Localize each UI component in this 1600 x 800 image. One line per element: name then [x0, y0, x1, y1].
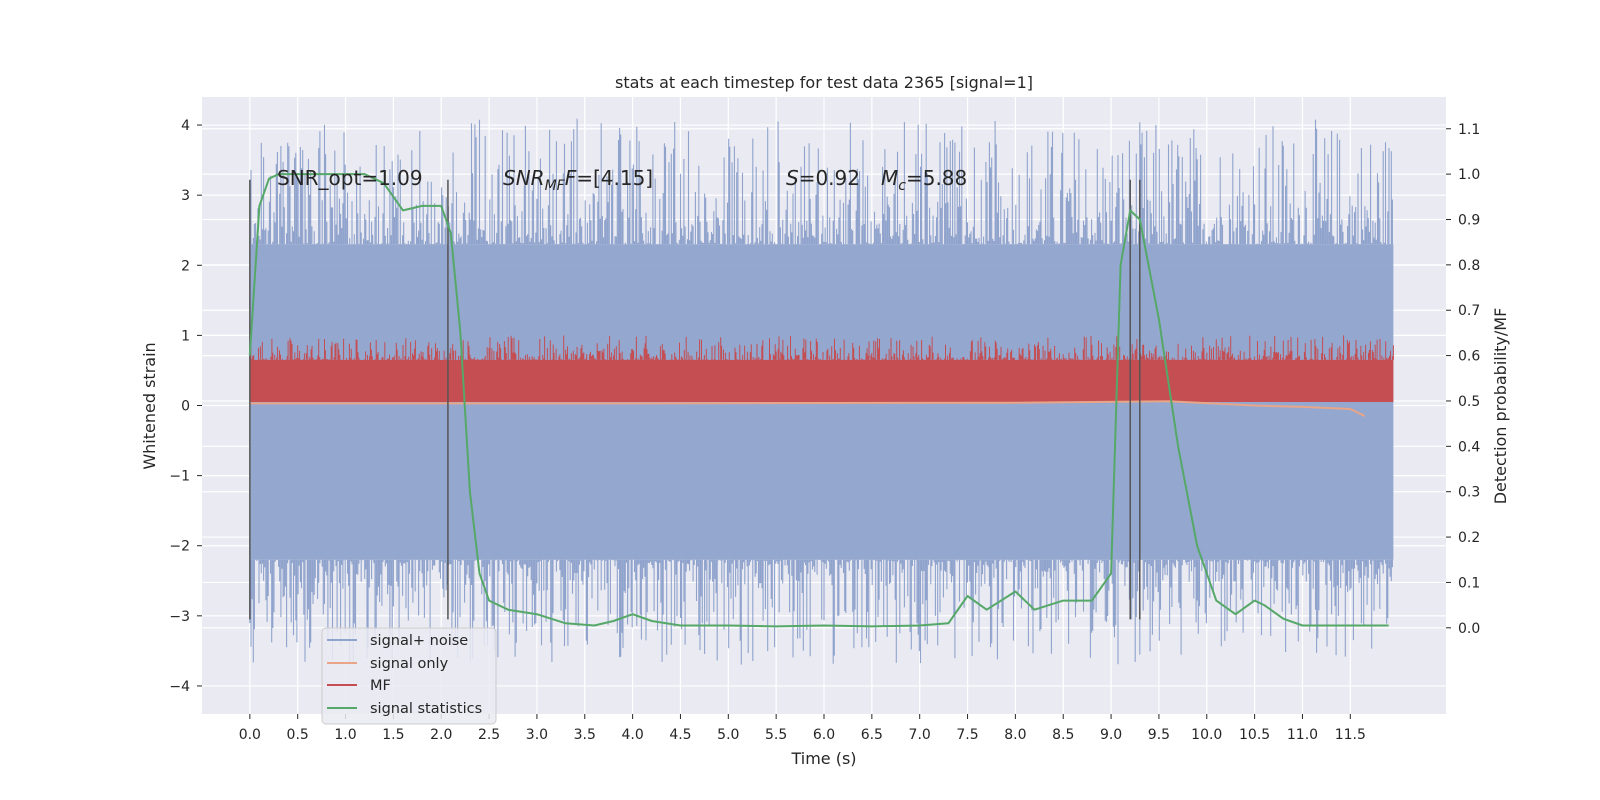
- y2-tick-label: 0.2: [1458, 530, 1480, 546]
- y-tick-label: 3: [181, 188, 190, 204]
- y2-tick-label: 1.1: [1458, 122, 1480, 138]
- x-tick-label: 4.0: [621, 727, 643, 743]
- signal-statistics-layer: [248, 173, 1389, 628]
- y-tick-label: 2: [181, 258, 190, 274]
- y-tick-label: −3: [169, 609, 190, 625]
- snr-opt-annotation: SNR_opt=1.09: [277, 166, 423, 190]
- mf-layer: [249, 335, 1394, 402]
- y2-tick-label: 0.0: [1458, 621, 1480, 637]
- x-tick-label: 2.5: [478, 727, 500, 743]
- x-tick-label: 0.5: [287, 727, 309, 743]
- y-tick-label: −1: [169, 469, 190, 485]
- x-tick-label: 6.5: [861, 727, 883, 743]
- snr-mf-symbol: SNR: [503, 166, 545, 190]
- x-tick-label: 2.0: [430, 727, 452, 743]
- x-axis-label: Time (s): [790, 749, 856, 768]
- signal-only-layer: [249, 400, 1366, 417]
- y2-axis-label: Detection probability/MF: [1491, 308, 1510, 505]
- y2-tick-label: 0.9: [1458, 212, 1480, 228]
- snr-mf-annotation: SNRMFF=[4.15]: [503, 166, 653, 194]
- y-axis-label: Whitened strain: [140, 342, 159, 469]
- y-tick-labels: 4 3 2 1 0 −1 −2 −3 −4: [169, 118, 202, 695]
- x-tick-label: 8.5: [1052, 727, 1074, 743]
- x-tick-label: 9.0: [1100, 727, 1122, 743]
- y2-tick-label: 0.8: [1458, 258, 1480, 274]
- y-tick-label: 1: [181, 328, 190, 344]
- legend-label-signal-only: signal only: [370, 656, 449, 672]
- mc-annotation: Mc=5.88: [881, 166, 967, 194]
- x-tick-label: 5.0: [717, 727, 739, 743]
- x-tick-label: 5.5: [765, 727, 787, 743]
- y2-tick-label: 0.1: [1458, 575, 1480, 591]
- y-tick-label: 0: [181, 399, 190, 415]
- x-tick-label: 1.0: [334, 727, 356, 743]
- x-tick-label: 11.5: [1335, 727, 1366, 743]
- y-tick-label: −2: [169, 539, 190, 555]
- x-tick-label: 10.5: [1239, 727, 1270, 743]
- snr-mf-subscript: MF: [545, 178, 566, 194]
- snr-mf-value: =[4.15]: [576, 166, 653, 190]
- s-value: =0.92: [799, 166, 860, 190]
- x-tick-label: 8.0: [1004, 727, 1026, 743]
- legend-label-mf: MF: [370, 678, 391, 694]
- x-tick-label: 4.5: [669, 727, 691, 743]
- y-tick-label: 4: [181, 118, 190, 134]
- s-symbol: S: [786, 166, 799, 190]
- y2-tick-labels: 1.1 1.0 0.9 0.8 0.7 0.6 0.5 0.4 0.3 0.2 0.1 0.0: [1446, 122, 1480, 637]
- y2-tick-label: 0.5: [1458, 394, 1480, 410]
- vertical-markers: [249, 179, 1141, 620]
- x-tick-label: 1.5: [382, 727, 404, 743]
- x-tick-label: 7.0: [909, 727, 931, 743]
- y2-tick-label: 0.4: [1458, 439, 1480, 455]
- mc-value: =5.88: [906, 166, 967, 190]
- y2-tick-label: 0.7: [1458, 303, 1480, 319]
- s-annotation: S=0.92: [786, 166, 860, 190]
- signal-statistics-line: [248, 173, 1389, 628]
- x-tick-label: 6.0: [813, 727, 835, 743]
- x-tick-label: 10.0: [1191, 727, 1222, 743]
- mc-subscript: c: [898, 178, 906, 194]
- mf-band: [249, 359, 1394, 402]
- mc-symbol: M: [881, 166, 898, 190]
- legend: signal+ noise signal only MF signal stat…: [321, 627, 497, 725]
- signal-only-line: [249, 400, 1366, 417]
- x-tick-label: 3.0: [526, 727, 548, 743]
- legend-label-signal-statistics: signal statistics: [370, 701, 482, 717]
- x-tick-labels: 0.0 0.5 1.0 1.5 2.0 2.5 3.0 3.5 4.0 4.5 5.0 5.5 6.0 6…: [239, 714, 1366, 743]
- x-tick-label: 7.5: [956, 727, 978, 743]
- chart-title: stats at each timestep for test data 236…: [615, 73, 1033, 92]
- y2-tick-label: 0.6: [1458, 349, 1480, 365]
- legend-box: [321, 627, 497, 725]
- y-tick-label: −4: [169, 679, 190, 695]
- x-tick-label: 11.0: [1287, 727, 1318, 743]
- x-tick-label: 9.5: [1148, 727, 1170, 743]
- legend-label-signal-noise: signal+ noise: [370, 633, 468, 649]
- x-tick-label: 3.5: [574, 727, 596, 743]
- y2-tick-label: 1.0: [1458, 167, 1480, 183]
- x-tick-label: 0.0: [239, 727, 261, 743]
- y2-tick-label: 0.3: [1458, 485, 1480, 501]
